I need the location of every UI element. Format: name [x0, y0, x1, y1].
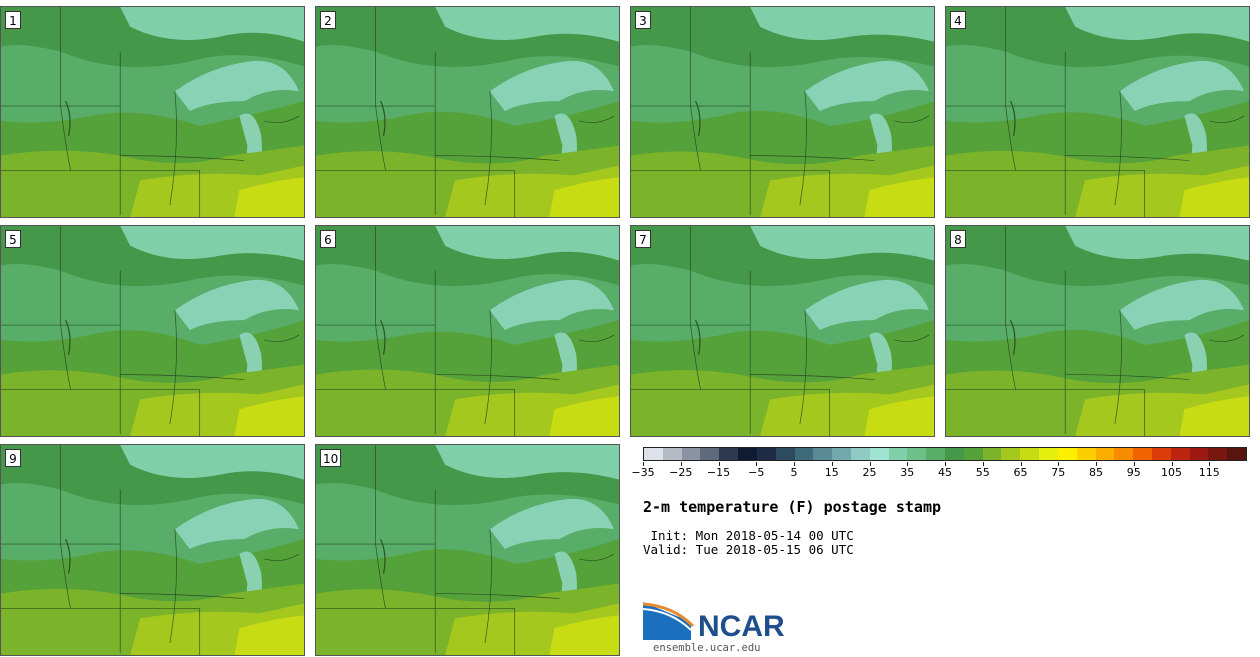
colorbar-tick-label: −35	[631, 466, 655, 479]
colorbar-tick-labels: −35 −25 −15 −5 5 15 25 35 45 55 65 75 85 95 105 115	[631, 462, 1247, 482]
panel-number-label: 7	[635, 230, 651, 248]
colorbar-tick	[1133, 462, 1135, 466]
colorbar-tick	[982, 462, 984, 466]
colorbar-tick-label: 115	[1198, 466, 1220, 479]
colorbar-segment	[1133, 448, 1152, 460]
colorbar-segment	[850, 448, 870, 460]
colorbar-tick-label: 75	[1051, 466, 1066, 479]
map-panel-3: 3	[630, 6, 935, 218]
colorbar-tick-label: 105	[1161, 466, 1182, 479]
colorbar-segment	[1039, 448, 1058, 460]
colorbar-tick-label: −15	[706, 466, 731, 479]
panel-number-label: 6	[320, 230, 336, 248]
colorbar-segment	[1189, 448, 1209, 460]
colorbar-segment	[738, 448, 757, 460]
colorbar-segment	[1151, 448, 1171, 460]
colorbar-segment	[775, 448, 795, 460]
map-panel-5: 5	[0, 225, 305, 437]
colorbar-segment	[813, 448, 833, 460]
colorbar-tick	[831, 462, 833, 466]
panel-number-label: 9	[5, 449, 21, 467]
panel-number-label: 2	[320, 11, 336, 29]
colorbar-segment	[832, 448, 851, 460]
colorbar-tick	[869, 462, 871, 466]
colorbar-segment	[1095, 448, 1115, 460]
colorbar-segment	[982, 448, 1002, 460]
panel-number-label: 4	[950, 11, 966, 29]
site-url: ensemble.ucar.edu	[653, 642, 761, 654]
colorbar-tick-label: −25	[669, 466, 693, 479]
colorbar-segment	[945, 448, 964, 460]
colorbar-tick	[907, 462, 909, 466]
colorbar-segment	[794, 448, 814, 460]
panel-number-label: 1	[5, 11, 21, 29]
colorbar-segment	[1114, 448, 1134, 460]
temperature-colorbar	[643, 447, 1247, 461]
valid-time: Valid: Tue 2018-05-15 06 UTC	[643, 542, 854, 557]
colorbar-tick	[643, 462, 644, 466]
colorbar-segment	[662, 448, 682, 460]
colorbar-segment	[1057, 448, 1077, 460]
colorbar-tick-label: 35	[900, 466, 915, 479]
map-panel-7: 7	[630, 225, 935, 437]
figure-title: 2-m temperature (F) postage stamp	[643, 498, 942, 516]
colorbar-tick	[1171, 462, 1173, 466]
colorbar-segment	[756, 448, 776, 460]
colorbar-segment	[719, 448, 739, 460]
colorbar-segment	[869, 448, 889, 460]
map-panel-2: 2	[315, 6, 620, 218]
panel-number-label: 8	[950, 230, 966, 248]
colorbar-tick-label: 85	[1089, 466, 1103, 479]
colorbar-segment	[1227, 448, 1246, 460]
colorbar-tick-label: −5	[748, 466, 765, 479]
colorbar-tick-label: 15	[824, 466, 839, 479]
colorbar-tick	[1058, 462, 1060, 466]
colorbar-tick-label: 25	[862, 466, 877, 479]
colorbar-tick-label: 45	[938, 466, 952, 479]
colorbar-segment	[1208, 448, 1228, 460]
colorbar-segment	[963, 448, 983, 460]
colorbar-tick	[1096, 462, 1097, 466]
colorbar-tick	[756, 462, 758, 466]
ncar-logo-icon	[643, 602, 695, 640]
colorbar-tick	[1209, 462, 1211, 466]
colorbar-segment	[926, 448, 945, 460]
panel-number-label: 3	[635, 11, 651, 29]
colorbar-segment	[1020, 448, 1040, 460]
colorbar-segment	[1001, 448, 1021, 460]
colorbar-segment	[644, 448, 663, 460]
colorbar-tick	[945, 462, 946, 466]
colorbar-segment	[700, 448, 720, 460]
colorbar-segment	[1170, 448, 1190, 460]
colorbar-tick	[718, 462, 720, 466]
map-panel-6: 6	[315, 225, 620, 437]
map-panel-1: 1	[0, 6, 305, 218]
colorbar-segment	[907, 448, 927, 460]
colorbar-tick	[794, 462, 795, 466]
colorbar-tick-label: 55	[975, 466, 990, 479]
ncar-logo-text: NCAR	[698, 610, 785, 643]
colorbar-tick	[1020, 462, 1022, 466]
colorbar-segment	[1076, 448, 1096, 460]
map-panel-10: 10	[315, 444, 620, 656]
map-panel-8: 8	[945, 225, 1250, 437]
init-time: Init: Mon 2018-05-14 00 UTC	[643, 528, 854, 543]
panel-number-label: 10	[320, 449, 342, 467]
colorbar-tick	[680, 462, 682, 466]
colorbar-segment	[888, 448, 908, 460]
colorbar-tick-label: 95	[1126, 466, 1141, 479]
colorbar-tick-label: 65	[1013, 466, 1028, 479]
map-panel-4: 4	[945, 6, 1250, 218]
map-panel-9: 9	[0, 444, 305, 656]
panel-number-label: 5	[5, 230, 21, 248]
colorbar-tick-label: 5	[790, 466, 798, 479]
colorbar-segment	[681, 448, 701, 460]
